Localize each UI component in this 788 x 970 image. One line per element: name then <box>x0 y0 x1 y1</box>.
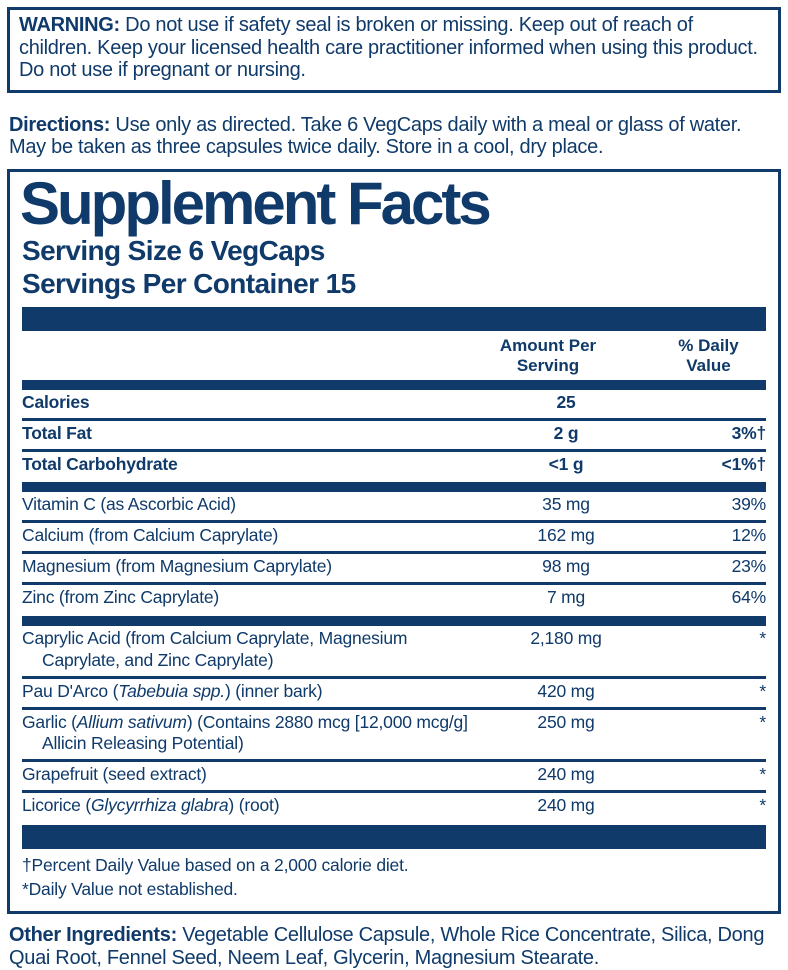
footnote-dagger: †Percent Daily Value based on a 2,000 ca… <box>22 855 409 876</box>
nutrient-name-text: Caprylic Acid (from Calcium Caprylate, M… <box>22 627 408 670</box>
nutrient-name: Caprylic Acid (from Calcium Caprylate, M… <box>22 628 481 672</box>
nutrient-amount: 98 mg <box>542 556 590 577</box>
nutrient-amount: 35 mg <box>542 494 590 515</box>
nutrient-row: Zinc (from Zinc Caprylate) 7 mg 64% <box>22 582 766 613</box>
nutrient-name-text: Grapefruit (seed extract) <box>22 764 207 785</box>
section-divider-bar <box>22 482 766 493</box>
nutrient-amount: 2,180 mg <box>530 627 602 648</box>
nutrient-name-text: Calories <box>22 391 90 412</box>
panel-title: Supplement Facts <box>20 169 492 237</box>
nutrient-row: Grapefruit (seed extract) 240 mg * <box>22 759 766 790</box>
section-divider-bar <box>22 379 766 390</box>
column-header-dv: % Daily Value <box>678 336 739 376</box>
nutrient-name: Total Fat <box>22 423 481 445</box>
nutrient-row: Garlic (Allium sativum) (Contains 2880 m… <box>22 706 766 760</box>
footnote-asterisk: *Daily Value not established. <box>22 878 238 899</box>
directions-paragraph: Directions: Use only as directed. Take 6… <box>9 114 778 159</box>
nutrient-name-text: Pau D'Arco ( <box>22 680 119 701</box>
nutrient-row: Calories 25 <box>22 390 766 418</box>
nutrient-amount: 250 mg <box>537 711 595 732</box>
nutrient-daily-value: * <box>759 680 766 701</box>
divider-bar-thick-top <box>22 307 766 332</box>
nutrient-name-text: ) (root) <box>228 795 280 816</box>
column-header-spacer <box>22 336 463 377</box>
section-divider-bar <box>22 615 766 626</box>
nutrient-name-text: Licorice ( <box>22 795 91 816</box>
nutrient-name-latin: Allium sativum <box>76 711 187 732</box>
serving-size: Serving Size 6 VegCaps <box>22 234 325 266</box>
nutrient-name-text: Zinc (from Zinc Caprylate) <box>22 587 220 608</box>
nutrient-daily-value: 23% <box>731 556 767 577</box>
nutrient-amount: <1 g <box>548 453 584 474</box>
nutrient-row: Calcium (from Calcium Caprylate) 162 mg 12… <box>22 520 766 551</box>
nutrient-amount: 7 mg <box>546 587 586 608</box>
nutrient-daily-value: * <box>759 711 766 732</box>
nutrient-amount: 240 mg <box>537 795 595 816</box>
nutrient-daily-value: 64% <box>731 587 767 608</box>
nutrient-name: Licorice (Glycyrrhiza glabra) (root) <box>22 795 481 817</box>
supplement-label: { "colors": { "navy": "#0f3a6a", "backgr… <box>0 7 788 969</box>
nutrient-name-text: Calcium (from Calcium Caprylate) <box>22 525 279 546</box>
nutrient-name: Calories <box>22 392 481 414</box>
nutrient-name-text: Garlic ( <box>22 711 77 732</box>
supplement-facts-panel: Supplement Facts Serving Size 6 VegCaps … <box>7 168 781 915</box>
nutrient-amount: 2 g <box>553 422 579 443</box>
nutrient-name-text: Magnesium (from Magnesium Caprylate) <box>22 556 332 577</box>
nutrient-name: Pau D'Arco (Tabebuia spp.) (inner bark) <box>22 681 481 703</box>
nutrient-sections: Calories 25 Total Fat 2 g 3%† Total Carbohydr… <box>22 379 767 821</box>
warning-label: WARNING: <box>19 14 120 36</box>
nutrient-daily-value: * <box>759 627 766 648</box>
nutrient-daily-value: * <box>759 795 766 816</box>
nutrient-amount: 240 mg <box>537 764 595 785</box>
nutrient-amount: 420 mg <box>537 680 595 701</box>
other-ingredients-label: Other Ingredients: <box>9 924 177 947</box>
nutrient-row: Caprylic Acid (from Calcium Caprylate, M… <box>22 626 766 676</box>
nutrient-daily-value: 3%† <box>731 422 767 443</box>
nutrient-row: Pau D'Arco (Tabebuia spp.) (inner bark) 4… <box>22 675 766 707</box>
nutrient-name: Zinc (from Zinc Caprylate) <box>22 587 481 609</box>
nutrient-name-latin: Glycyrrhiza glabra <box>91 795 229 816</box>
nutrient-name: Magnesium (from Magnesium Caprylate) <box>22 556 481 578</box>
nutrient-name: Vitamin C (as Ascorbic Acid) <box>22 494 481 516</box>
nutrient-name: Calcium (from Calcium Caprylate) <box>22 525 481 547</box>
nutrient-row: Licorice (Glycyrrhiza glabra) (root) 240 … <box>22 790 766 821</box>
nutrient-name: Grapefruit (seed extract) <box>22 764 481 786</box>
column-header-amount: Amount Per Serving <box>499 336 597 376</box>
column-header-row: Amount Per Serving % Daily Value <box>22 336 766 377</box>
nutrient-amount: 162 mg <box>537 525 595 546</box>
nutrient-name-text: Vitamin C (as Ascorbic Acid) <box>22 494 236 515</box>
nutrient-daily-value: 39% <box>731 494 767 515</box>
nutrient-name: Garlic (Allium sativum) (Contains 2880 m… <box>22 712 481 756</box>
warning-text: Do not use if safety seal is broken or m… <box>19 14 758 82</box>
other-ingredients-paragraph: Other Ingredients: Vegetable Cellulose C… <box>9 924 778 969</box>
nutrient-name-text: Total Carbohydrate <box>22 453 178 474</box>
nutrient-name-latin: Tabebuia spp. <box>118 680 225 701</box>
nutrient-name-text: ) (Contains 2880 mcg [12,000 mcg/g] Alli… <box>42 711 468 754</box>
nutrient-row: Magnesium (from Magnesium Caprylate) 98 m… <box>22 551 766 582</box>
nutrient-name: Total Carbohydrate <box>22 454 481 476</box>
nutrient-row: Vitamin C (as Ascorbic Acid) 35 mg 39% <box>22 492 766 520</box>
footnotes: †Percent Daily Value based on a 2,000 ca… <box>22 849 766 911</box>
directions-label: Directions: <box>9 113 111 136</box>
nutrient-row: Total Carbohydrate <1 g <1%† <box>22 448 767 480</box>
warning-box: WARNING: Do not use if safety seal is br… <box>7 7 781 93</box>
directions-text: Use only as directed. Take 6 VegCaps dai… <box>9 113 742 159</box>
nutrient-amount: 25 <box>556 391 576 412</box>
nutrient-daily-value: * <box>759 764 766 785</box>
nutrient-name-text: ) (inner bark) <box>224 680 323 701</box>
nutrient-row: Total Fat 2 g 3%† <box>22 417 767 449</box>
nutrient-name-text: Total Fat <box>22 422 92 443</box>
servings-per-container: Servings Per Container 15 <box>22 268 356 299</box>
nutrient-daily-value: <1%† <box>721 453 767 474</box>
nutrient-daily-value: 12% <box>731 525 767 546</box>
divider-bar-thick-bottom <box>22 825 766 850</box>
